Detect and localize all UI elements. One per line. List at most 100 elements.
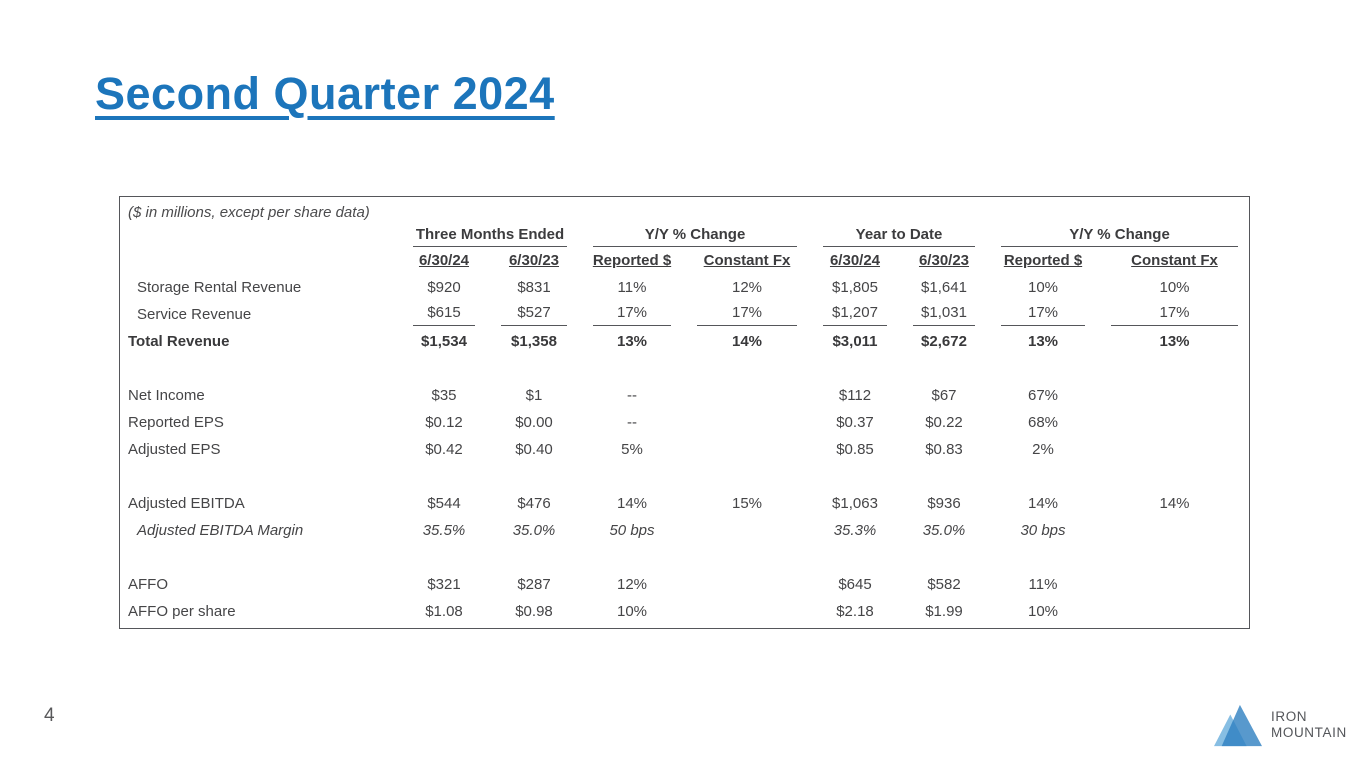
table-cell: $936 — [927, 495, 961, 512]
table-cell: 30 bps — [1020, 522, 1066, 539]
table-cell: 12% — [731, 279, 763, 296]
table-cell: 17% — [988, 301, 1098, 328]
table-cell: 10% — [1027, 603, 1059, 620]
table-cell: $645 — [838, 576, 872, 593]
column-header-label: Constant Fx — [1131, 252, 1218, 269]
table-cell: $527 — [488, 301, 580, 328]
table-note: ($ in millions, except per share data) — [128, 204, 370, 221]
column-group-label: Year to Date — [823, 226, 975, 247]
spacer-cell — [120, 463, 1251, 490]
table-cell: -- — [627, 387, 637, 404]
table-cell: $0.12 — [425, 414, 463, 431]
table-cell: 14% — [1159, 495, 1190, 512]
table-cell-value: $615 — [413, 304, 475, 326]
table-cell: $1,358 — [511, 333, 557, 350]
column-group-header: Y/Y % Change — [988, 223, 1251, 247]
table-cell-value: 17% — [697, 304, 797, 326]
table-row: AFFO $321 $287 12% $645 $582 11% — [120, 571, 1251, 598]
mountain-icon — [1214, 704, 1262, 747]
logo-text-line2: MOUNTAIN — [1271, 725, 1347, 740]
table-cell: $1,207 — [810, 301, 900, 328]
table-cell: $1 — [525, 387, 543, 404]
table-cell: 10% — [1159, 279, 1190, 296]
column-header-label: 6/30/24 — [418, 252, 470, 269]
row-label: AFFO — [128, 576, 168, 593]
table-cell-value: 17% — [1111, 304, 1238, 326]
row-label: Adjusted EBITDA — [128, 495, 245, 512]
spacer-row — [120, 355, 1251, 382]
table-cell: 13% — [1159, 333, 1190, 350]
row-label: Reported EPS — [128, 414, 224, 431]
column-header: Constant Fx — [1098, 247, 1251, 274]
table-cell: 17% — [1098, 301, 1251, 328]
row-label: Adjusted EPS — [128, 441, 221, 458]
column-header-label: 6/30/24 — [829, 252, 881, 269]
table-row: Net Income $35 $1 -- $112 $67 67% — [120, 382, 1251, 409]
column-header: 6/30/24 — [810, 247, 900, 274]
column-header: 6/30/23 — [488, 247, 580, 274]
table-cell: $0.40 — [515, 441, 553, 458]
table-cell: 35.0% — [922, 522, 966, 539]
table-row: Adjusted EBITDA $544 $476 14% 15% $1,063 $936 1… — [120, 490, 1251, 517]
column-header-label: Constant Fx — [703, 252, 791, 269]
spacer-cell — [120, 355, 1251, 382]
table-cell — [684, 598, 810, 625]
table-cell: 17% — [580, 301, 684, 328]
table-cell: $0.00 — [515, 414, 553, 431]
table-cell — [1098, 598, 1251, 625]
table-cell: $1,063 — [832, 495, 878, 512]
table-cell-value: $1,031 — [913, 304, 975, 326]
table-cell: $287 — [517, 576, 551, 593]
table-row: Adjusted EPS $0.42 $0.40 5% $0.85 $0.83 2% — [120, 436, 1251, 463]
page-title: Second Quarter 2024 — [95, 68, 555, 119]
table-cell: $1.08 — [425, 603, 463, 620]
table-cell: $321 — [427, 576, 461, 593]
table-cell — [684, 517, 810, 544]
column-header: Reported $ — [988, 247, 1098, 274]
table-cell: $0.37 — [836, 414, 874, 431]
row-label: Storage Rental Revenue — [137, 279, 302, 296]
table-cell — [684, 382, 810, 409]
table-cell: $476 — [517, 495, 551, 512]
column-group-label: Y/Y % Change — [1001, 226, 1238, 247]
table-cell: 12% — [616, 576, 648, 593]
column-group-header: Year to Date — [810, 223, 988, 247]
row-label: AFFO per share — [128, 603, 236, 620]
column-group-label: Three Months Ended — [413, 226, 567, 247]
table-cell: $1,031 — [900, 301, 988, 328]
table-cell: 17% — [684, 301, 810, 328]
table-cell — [1098, 517, 1251, 544]
row-label: Service Revenue — [137, 306, 252, 323]
table-cell: $3,011 — [832, 333, 878, 350]
table-cell: $1.99 — [925, 603, 963, 620]
table-cell: $0.42 — [425, 441, 463, 458]
table-cell: $112 — [838, 387, 872, 404]
row-label: Net Income — [128, 387, 205, 404]
table-cell — [684, 409, 810, 436]
column-group-header: Three Months Ended — [400, 223, 580, 247]
column-header: 6/30/23 — [900, 247, 988, 274]
spacer-row — [120, 463, 1251, 490]
table-cell: $831 — [517, 279, 551, 296]
table-cell: 14% — [616, 495, 648, 512]
table-cell: 68% — [1027, 414, 1059, 431]
table-cell: 50 bps — [609, 522, 655, 539]
column-header-label: 6/30/23 — [508, 252, 560, 269]
table-cell: 14% — [731, 333, 763, 350]
column-group-label: Y/Y % Change — [593, 226, 797, 247]
table-body: Storage Rental Revenue $920 $831 11% 12% $1,8… — [120, 274, 1251, 625]
table-cell: $0.98 — [515, 603, 553, 620]
table-cell: 15% — [731, 495, 763, 512]
table-cell: 13% — [1027, 333, 1059, 350]
table-cell: 13% — [616, 333, 648, 350]
table-cell: $582 — [927, 576, 961, 593]
table-group-header-row: Three Months Ended Y/Y % Change Year to Da… — [120, 223, 1251, 247]
table-cell — [684, 436, 810, 463]
iron-mountain-logo: IRON MOUNTAIN — [1214, 703, 1347, 747]
table-cell: $2,672 — [921, 333, 967, 350]
table-cell: $1,641 — [921, 279, 967, 296]
table-cell: $0.83 — [925, 441, 963, 458]
table-cell: $544 — [427, 495, 461, 512]
table-cell: 14% — [1027, 495, 1059, 512]
